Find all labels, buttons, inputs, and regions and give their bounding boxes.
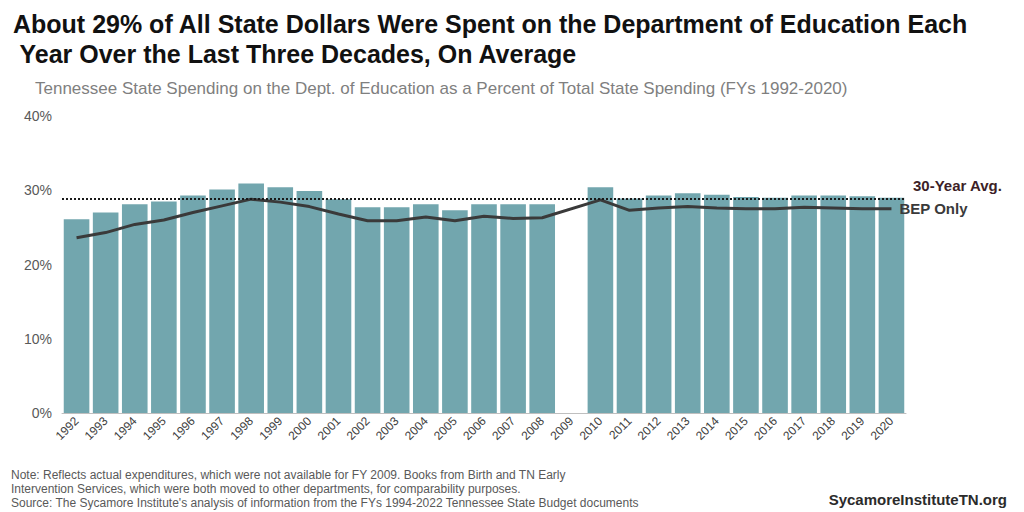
svg-text:Tennessee State Spending on th: Tennessee State Spending on the Dept. of… bbox=[35, 79, 847, 98]
svg-text:1994: 1994 bbox=[111, 414, 140, 443]
svg-text:Intervention Services, which w: Intervention Services, which were both m… bbox=[11, 482, 521, 496]
svg-text:2020: 2020 bbox=[868, 414, 897, 443]
svg-text:About 29% of All State Dollars: About 29% of All State Dollars Were Spen… bbox=[13, 10, 967, 38]
svg-text:2015: 2015 bbox=[722, 414, 751, 443]
svg-text:BEP Only: BEP Only bbox=[899, 200, 968, 217]
svg-text:1996: 1996 bbox=[169, 414, 198, 443]
svg-text:2001: 2001 bbox=[315, 414, 344, 443]
svg-text:2014: 2014 bbox=[693, 414, 722, 443]
svg-text:0%: 0% bbox=[32, 405, 52, 421]
svg-text:2004: 2004 bbox=[402, 414, 431, 443]
svg-text:Note: Reflects actual expendit: Note: Reflects actual expenditures, whic… bbox=[11, 468, 569, 482]
svg-text:10%: 10% bbox=[24, 331, 52, 347]
svg-text:40%: 40% bbox=[24, 108, 52, 124]
svg-text:2010: 2010 bbox=[577, 414, 606, 443]
svg-text:2019: 2019 bbox=[839, 414, 868, 443]
svg-text:2012: 2012 bbox=[635, 414, 664, 443]
svg-text:2017: 2017 bbox=[780, 414, 809, 443]
svg-text:2003: 2003 bbox=[373, 414, 402, 443]
svg-text:2009: 2009 bbox=[548, 414, 577, 443]
svg-text:2013: 2013 bbox=[664, 414, 693, 443]
svg-text:1999: 1999 bbox=[256, 414, 285, 443]
svg-text:1993: 1993 bbox=[82, 414, 111, 443]
svg-text:2006: 2006 bbox=[460, 414, 489, 443]
svg-text:2000: 2000 bbox=[286, 414, 315, 443]
svg-text:2005: 2005 bbox=[431, 414, 460, 443]
svg-text:Source: The Sycamore Institute: Source: The Sycamore Institute's analysi… bbox=[11, 496, 639, 510]
svg-text:1995: 1995 bbox=[140, 414, 169, 443]
svg-text:2008: 2008 bbox=[518, 414, 547, 443]
svg-text:2002: 2002 bbox=[344, 414, 373, 443]
svg-text:20%: 20% bbox=[24, 257, 52, 273]
svg-text:1998: 1998 bbox=[227, 414, 256, 443]
svg-text:2018: 2018 bbox=[809, 414, 838, 443]
svg-text:1992: 1992 bbox=[53, 414, 82, 443]
svg-text:30-Year Avg.: 30-Year Avg. bbox=[913, 177, 1002, 194]
svg-text:2016: 2016 bbox=[751, 414, 780, 443]
svg-text:1997: 1997 bbox=[198, 414, 227, 443]
svg-text:Year Over the Last Three Decad: Year Over the Last Three Decades, On Ave… bbox=[13, 40, 576, 68]
svg-text:2007: 2007 bbox=[489, 414, 518, 443]
svg-text:30%: 30% bbox=[24, 182, 52, 198]
svg-text:SycamoreInstituteTN.org: SycamoreInstituteTN.org bbox=[829, 491, 1007, 508]
svg-text:2011: 2011 bbox=[606, 414, 634, 442]
